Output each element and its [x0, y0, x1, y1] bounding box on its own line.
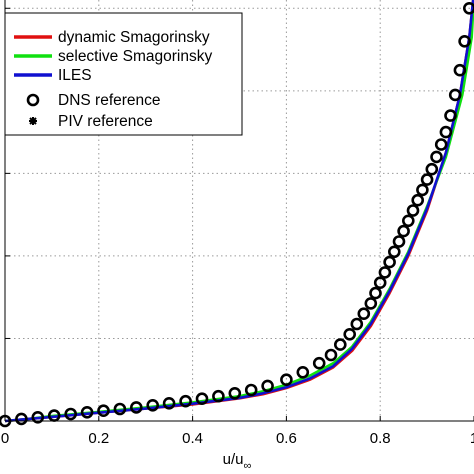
data-point-dns-reference [411, 193, 425, 207]
data-point-dns-reference [324, 348, 338, 362]
data-point-dns-reference [383, 255, 396, 269]
data-point-dns-reference [261, 379, 274, 393]
data-point-dns-reference [333, 338, 347, 351]
data-point-dns-reference [397, 224, 410, 238]
data-point-dns-reference [350, 317, 364, 331]
data-point-dns-reference [113, 402, 127, 416]
series-line-iles [4, 0, 474, 423]
x-tick-label: 0.4 [182, 430, 203, 447]
data-point-dns-reference [195, 392, 209, 406]
data-point-dns-reference [280, 373, 293, 387]
data-point-dns-reference [401, 214, 415, 228]
data-point-dns-reference [146, 398, 159, 412]
data-point-dns-reference [458, 34, 471, 48]
data-point-dns-reference [448, 88, 462, 102]
data-point-dns-reference [343, 327, 357, 341]
data-point-dns-reference [296, 365, 310, 379]
data-point-dns-reference [64, 407, 77, 421]
legend-label-dns-reference: DNS reference [58, 92, 161, 109]
data-point-dns-reference [212, 389, 225, 403]
legend-items: dynamic Smagorinsky selective Smagorinsk… [14, 29, 212, 130]
data-point-dns-reference [130, 401, 143, 414]
x-tick-label: 0.2 [88, 430, 109, 447]
tick-labels: 0 0.2 0.4 0.6 0.8 1 [1, 430, 474, 447]
data-point-dns-reference [228, 386, 242, 400]
data-point-dns-reference [416, 183, 429, 197]
data-point-dns-reference [364, 297, 378, 310]
legend-marker-dns-reference [26, 93, 40, 107]
data-point-dns-reference [97, 404, 110, 418]
data-point-dns-reference [392, 235, 406, 248]
data-point-dns-reference [453, 63, 467, 77]
data-point-dns-reference [179, 394, 192, 408]
data-point-dns-reference [31, 410, 45, 424]
legend: dynamic Smagorinsky selective Smagorinsk… [4, 12, 243, 136]
x-axis-title-main: u/u [223, 451, 244, 468]
data-point-dns-reference [15, 412, 28, 426]
data-point-dns-reference [434, 138, 448, 151]
x-axis-title: u/u∞ [223, 451, 252, 472]
x-tick-label: 1 [470, 430, 474, 447]
data-point-dns-reference [463, 2, 474, 15]
data-point-dns-reference [312, 356, 326, 370]
data-point-dns-reference [425, 162, 439, 176]
x-tick-label: 0.6 [276, 430, 297, 447]
data-point-dns-reference [373, 276, 387, 290]
legend-label-dynamic-smagorinsky: dynamic Smagorinsky [58, 29, 210, 46]
data-point-dns-reference [244, 383, 258, 397]
legend-marker-piv-reference [29, 117, 37, 125]
data-point-dns-reference [420, 173, 434, 186]
legend-label-selective-smagorinsky: selective Smagorinsky [58, 48, 212, 65]
series-iles [4, 0, 474, 423]
data-point-dns-reference [406, 204, 420, 217]
data-point-dns-reference [430, 150, 443, 164]
data-point-dns-reference [439, 125, 453, 139]
data-point-dns-reference [369, 286, 382, 300]
x-tick-label: 0.8 [370, 430, 391, 447]
data-point-dns-reference [80, 405, 94, 419]
data-point-dns-reference [378, 266, 392, 279]
data-point-dns-reference [357, 307, 371, 321]
data-point-dns-reference [162, 396, 176, 410]
x-axis-title-subscript: ∞ [244, 460, 252, 472]
legend-label-piv-reference: PIV reference [58, 113, 153, 130]
data-point-dns-reference [444, 109, 457, 122]
legend-label-iles: ILES [58, 67, 92, 84]
data-point-dns-reference [387, 245, 401, 259]
x-tick-label: 0 [1, 430, 9, 447]
